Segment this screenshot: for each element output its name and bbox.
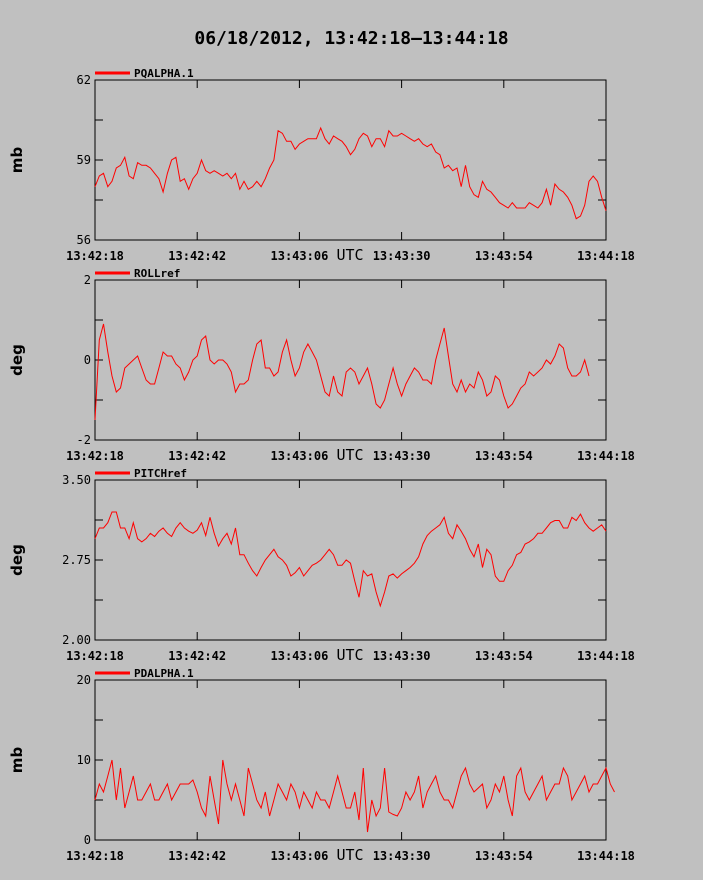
x-axis-label: UTC (336, 846, 363, 864)
y-tick-label: 59 (77, 153, 91, 167)
legend-label: ROLLref (134, 267, 180, 280)
y-tick-label: 2.00 (62, 633, 91, 647)
x-tick-label: 13:42:42 (168, 649, 226, 663)
x-tick-label: 13:43:54 (475, 849, 533, 863)
x-axis-label: UTC (336, 446, 363, 464)
x-axis-label: UTC (336, 646, 363, 664)
y-axis-label: mb (8, 747, 26, 774)
y-tick-label: 2 (84, 273, 91, 287)
y-axis-label: mb (8, 147, 26, 174)
x-tick-label: 13:43:30 (373, 649, 431, 663)
chart-title: 06/18/2012, 13:42:18–13:44:18 (194, 28, 509, 49)
x-tick-label: 13:43:06 (271, 849, 329, 863)
x-tick-label: 13:43:54 (475, 449, 533, 463)
x-tick-label: 13:42:18 (66, 449, 124, 463)
x-tick-label: 13:42:18 (66, 649, 124, 663)
x-tick-label: 13:44:18 (577, 249, 635, 263)
x-tick-label: 13:42:42 (168, 249, 226, 263)
x-tick-label: 13:43:30 (373, 849, 431, 863)
x-tick-label: 13:44:18 (577, 649, 635, 663)
y-tick-label: -2 (77, 433, 91, 447)
x-tick-label: 13:43:54 (475, 649, 533, 663)
x-tick-label: 13:43:06 (271, 249, 329, 263)
series-line-PDALPHA.1 (94, 759, 615, 833)
y-tick-label: 2.75 (62, 553, 91, 567)
plot-frame-3 (94, 479, 607, 641)
x-tick-label: 13:44:18 (577, 849, 635, 863)
x-axis-label: UTC (336, 246, 363, 264)
x-tick-label: 13:43:54 (475, 249, 533, 263)
x-tick-label: 13:43:06 (271, 449, 329, 463)
x-tick-label: 13:42:18 (66, 849, 124, 863)
x-tick-label: 13:43:30 (373, 249, 431, 263)
legend-label: PDALPHA.1 (134, 667, 194, 680)
x-tick-label: 13:42:42 (168, 449, 226, 463)
y-tick-label: 10 (77, 753, 91, 767)
x-tick-label: 13:43:30 (373, 449, 431, 463)
x-tick-label: 13:42:18 (66, 249, 124, 263)
y-tick-label: 0 (84, 353, 91, 367)
x-tick-label: 13:42:42 (168, 849, 226, 863)
plot-frame-2 (94, 279, 607, 441)
plot-frame-4 (94, 679, 607, 841)
legend-label: PITCHref (134, 467, 187, 480)
y-axis-label: deg (8, 344, 26, 376)
series-line-ROLLref (94, 323, 590, 421)
x-tick-label: 13:43:06 (271, 649, 329, 663)
y-tick-label: 20 (77, 673, 91, 687)
y-tick-label: 62 (77, 73, 91, 87)
y-tick-label: 56 (77, 233, 91, 247)
y-axis-label: deg (8, 544, 26, 576)
legend-label: PQALPHA.1 (134, 67, 194, 80)
series-line-PITCHref (94, 511, 607, 608)
y-tick-label: 0 (84, 833, 91, 847)
x-tick-label: 13:44:18 (577, 449, 635, 463)
series-line-PQALPHA.1 (94, 126, 607, 220)
y-tick-label: 3.50 (62, 473, 91, 487)
